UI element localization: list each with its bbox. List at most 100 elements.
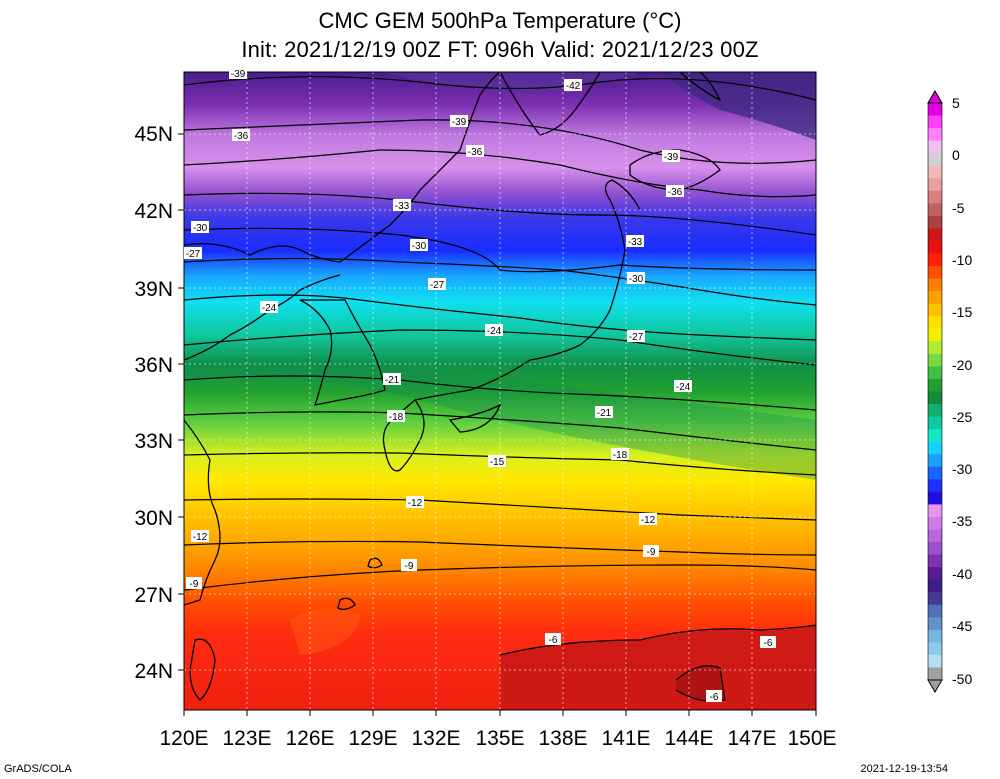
map-title: CMC GEM 500hPa Temperature (°C) xyxy=(318,8,682,33)
contour-label: -21 xyxy=(595,406,613,419)
colorbar-min-arrow xyxy=(927,679,943,693)
svg-text:-24: -24 xyxy=(676,382,691,393)
lon-label: 123E xyxy=(222,727,271,750)
colorbar-swatch xyxy=(928,491,942,505)
contour-label: -33 xyxy=(393,199,411,212)
map-subtitle: Init: 2021/12/19 00Z FT: 096h Valid: 202… xyxy=(241,37,759,62)
coastline-korea xyxy=(299,299,386,406)
footer-timestamp: 2021-12-19-13:54 xyxy=(860,763,948,775)
colorbar-frame xyxy=(927,102,943,681)
svg-text:-24: -24 xyxy=(262,303,277,314)
contour-label: -36 xyxy=(666,185,684,198)
colorbar-swatch xyxy=(928,203,942,217)
colorbar-swatch xyxy=(928,504,942,518)
lat-label: 33N xyxy=(134,430,173,453)
lon-label: 144E xyxy=(664,727,713,750)
grid-lines xyxy=(184,72,816,710)
svg-text:-18: -18 xyxy=(613,450,628,461)
colorbar-swatch xyxy=(928,115,942,129)
svg-text:-33: -33 xyxy=(395,201,410,212)
contour-label: -36 xyxy=(232,129,250,142)
contour-label: -12 xyxy=(191,530,209,543)
contour-label: -9 xyxy=(401,559,417,572)
coastline-taiwan xyxy=(189,638,216,701)
contour-label-group: -39 -42 -39 -36 -36 -39 -36 -33 -30 -33 … xyxy=(184,67,776,703)
coastline-honshu xyxy=(414,179,641,401)
colorbar-label: 0 xyxy=(952,147,960,163)
svg-text:-9: -9 xyxy=(647,547,656,558)
lat-label: 39N xyxy=(134,278,173,301)
colorbar-label: -15 xyxy=(952,304,972,320)
svg-text:-36: -36 xyxy=(668,187,683,198)
colorbar-swatch xyxy=(928,190,942,204)
lat-label: 30N xyxy=(134,507,173,530)
contour-label: -24 xyxy=(674,380,692,393)
contour-label: -27 xyxy=(627,330,645,343)
map-plot-area xyxy=(183,71,817,711)
colorbar-label: -30 xyxy=(952,461,972,477)
colorbar-swatch xyxy=(928,629,942,643)
colorbar-swatch xyxy=(928,253,942,267)
contour-label: -39 xyxy=(229,67,247,80)
colorbar-swatch xyxy=(928,278,942,292)
svg-text:-42: -42 xyxy=(566,81,581,92)
colorbar-swatch xyxy=(928,466,942,480)
colorbar-label: -40 xyxy=(952,566,972,582)
lon-label: 135E xyxy=(475,727,524,750)
colorbar-swatch xyxy=(928,240,942,255)
coastline-sakhalin xyxy=(499,72,601,136)
svg-text:-30: -30 xyxy=(412,241,427,252)
colorbar-swatch xyxy=(928,479,942,493)
colorbar-swatch xyxy=(928,215,942,229)
colorbar xyxy=(927,90,943,693)
colorbar-label: -50 xyxy=(952,671,972,687)
coastline-shikoku xyxy=(448,403,502,433)
lon-label: 150E xyxy=(787,727,836,750)
warm-pool-shade xyxy=(500,625,816,710)
longitude-axis: 120E 123E 126E 129E 132E 135E 138E 141E … xyxy=(159,727,836,750)
axis-ticks xyxy=(178,133,817,716)
contour-label: -12 xyxy=(406,496,424,509)
colorbar-swatch xyxy=(928,567,942,581)
coastline-china-south xyxy=(184,419,221,606)
colorbar-swatch xyxy=(928,303,942,317)
svg-text:-18: -18 xyxy=(389,412,404,423)
colorbar-label: -10 xyxy=(952,252,972,268)
lon-label: 120E xyxy=(159,727,208,750)
contour-label: -30 xyxy=(410,239,428,252)
contour-label: -12 xyxy=(639,513,657,526)
svg-text:-21: -21 xyxy=(597,408,612,419)
footer-credit: GrADS/COLA xyxy=(4,763,72,775)
contour-label: -21 xyxy=(383,373,401,386)
contour-label: -27 xyxy=(428,278,446,291)
contour-label: -6 xyxy=(706,690,722,703)
coastlines xyxy=(184,72,722,701)
colorbar-label: -45 xyxy=(952,618,972,634)
coastline-mainland-north xyxy=(184,72,501,263)
lat-label: 24N xyxy=(134,660,173,683)
cold-pool-shade xyxy=(660,72,816,140)
svg-text:-6: -6 xyxy=(764,638,773,649)
colorbar-swatch xyxy=(928,542,942,556)
colorbar-swatch xyxy=(928,429,942,443)
svg-text:-27: -27 xyxy=(629,332,644,343)
svg-text:-21: -21 xyxy=(385,375,400,386)
svg-text:-12: -12 xyxy=(408,498,423,509)
svg-text:-27: -27 xyxy=(186,249,201,260)
contour-label: -15 xyxy=(488,455,506,468)
colorbar-swatch xyxy=(928,654,942,668)
lon-label: 129E xyxy=(348,727,397,750)
lat-label: 27N xyxy=(134,584,173,607)
colorbar-label: -35 xyxy=(952,513,972,529)
contour-label: -30 xyxy=(191,221,209,234)
colorbar-swatch xyxy=(928,579,942,593)
colorbar-labels: 5 0 -5 -10 -15 -20 -25 -30 -35 -40 -45 -… xyxy=(952,95,972,687)
colorbar-swatch xyxy=(928,404,942,418)
coastline-okhotsk xyxy=(679,72,722,102)
colorbar-swatch xyxy=(928,291,942,305)
colorbar-swatch xyxy=(928,165,942,179)
svg-text:-30: -30 xyxy=(629,274,644,285)
contour-label: -36 xyxy=(466,145,484,158)
coastline-kyushu xyxy=(382,399,425,472)
colorbar-swatch xyxy=(928,554,942,568)
